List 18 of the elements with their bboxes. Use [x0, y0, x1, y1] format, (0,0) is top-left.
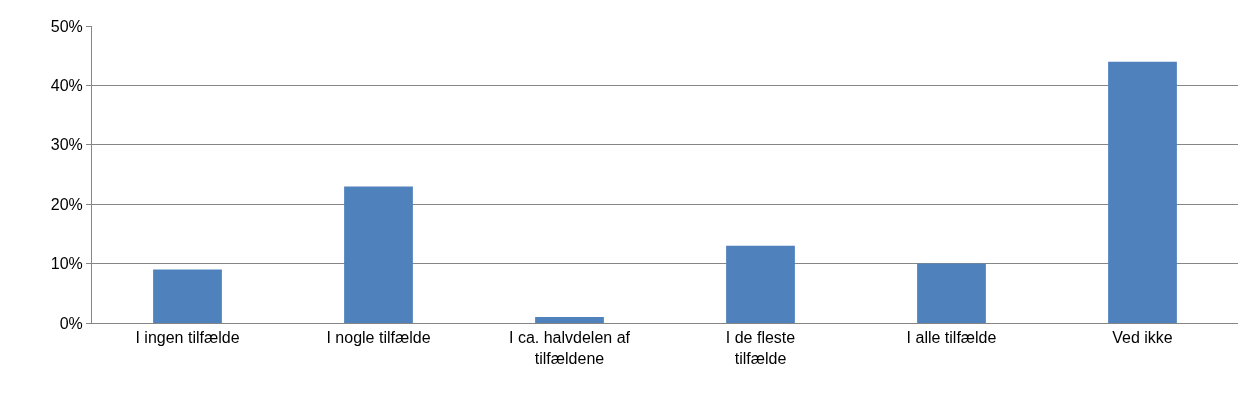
bar: [1108, 61, 1177, 323]
bar: [726, 245, 795, 323]
x-tick-label: I alle tilfælde: [906, 329, 997, 347]
x-tick-label: I de fleste tilfælde: [725, 329, 796, 367]
x-tick-label: I nogle tilfælde: [326, 329, 431, 347]
bar: [535, 317, 604, 323]
y-tick-label: 0%: [59, 314, 83, 332]
bar: [344, 186, 413, 323]
bar: [917, 263, 986, 323]
y-tick-label: 20%: [50, 195, 83, 213]
x-tick-label: I ca. halvdelen af tilfældene: [509, 329, 631, 367]
y-tick-label: 10%: [50, 255, 83, 273]
y-tick-label: 50%: [50, 17, 83, 35]
x-tick-label: I ingen tilfælde: [135, 329, 240, 347]
bar: [153, 269, 222, 323]
x-tick-label: Ved ikke: [1112, 329, 1173, 347]
y-tick-label: 40%: [50, 77, 83, 94]
y-tick-label: 30%: [50, 136, 83, 154]
